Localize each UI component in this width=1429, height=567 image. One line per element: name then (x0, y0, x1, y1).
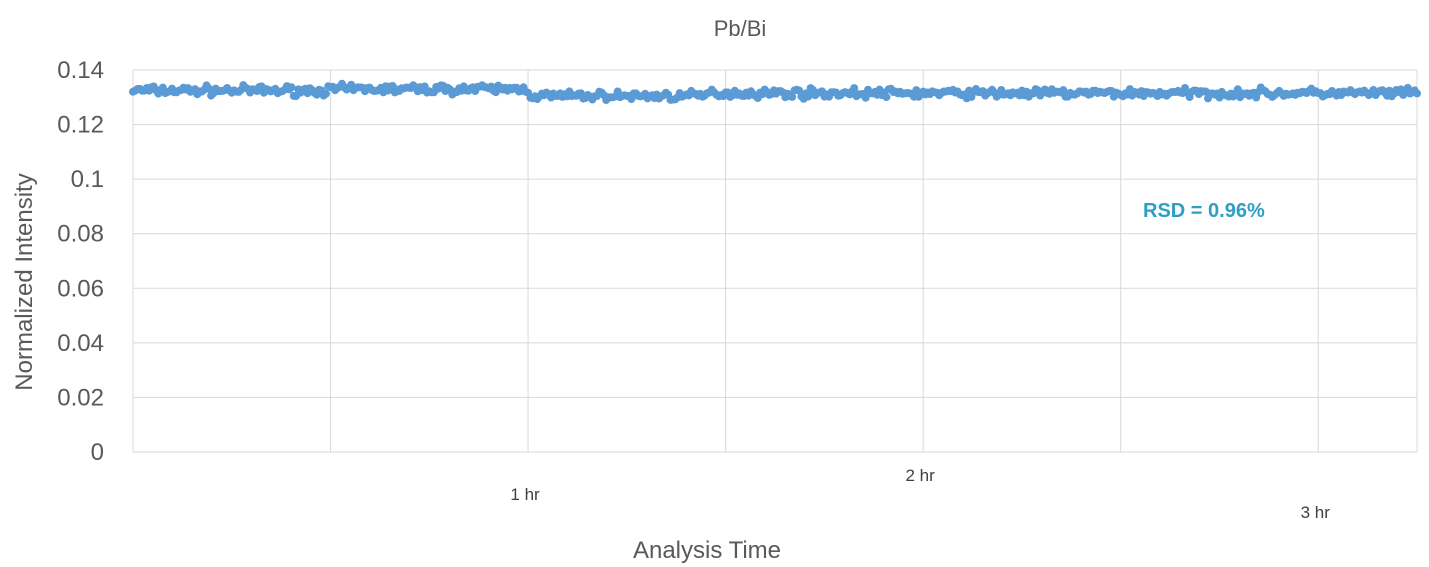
y-tick-label: 0.08 (57, 221, 104, 248)
x-axis-title: Analysis Time (633, 537, 781, 564)
data-point (321, 89, 330, 98)
grid (132, 69, 1418, 453)
data-point (1413, 89, 1421, 98)
data-point (1059, 86, 1068, 95)
y-axis-title: Normalized Intensity (11, 173, 38, 390)
y-tick-label: 0.04 (57, 330, 104, 357)
data-series (129, 79, 1421, 104)
x-tick-label: 3 hr (1301, 503, 1331, 522)
chart-title: Pb/Bi (714, 16, 767, 41)
data-point (850, 84, 859, 93)
y-axis-ticks: 0 0.02 0.04 0.06 0.08 0.1 0.12 0.14 (57, 57, 104, 466)
y-tick-label: 0.06 (57, 275, 104, 302)
y-tick-label: 0.1 (71, 166, 104, 193)
x-tick-label: 1 hr (510, 485, 540, 504)
data-point (788, 92, 797, 101)
y-tick-label: 0.12 (57, 112, 104, 139)
rsd-annotation: RSD = 0.96% (1143, 200, 1265, 222)
y-tick-label: 0 (91, 439, 104, 466)
data-point (287, 83, 296, 92)
y-tick-label: 0.02 (57, 384, 104, 411)
x-tick-label: 2 hr (906, 466, 936, 485)
data-point (882, 93, 891, 102)
x-axis-ticks: 1 hr 2 hr 3 hr (510, 466, 1330, 522)
y-tick-label: 0.14 (57, 57, 104, 84)
data-point (804, 92, 813, 101)
